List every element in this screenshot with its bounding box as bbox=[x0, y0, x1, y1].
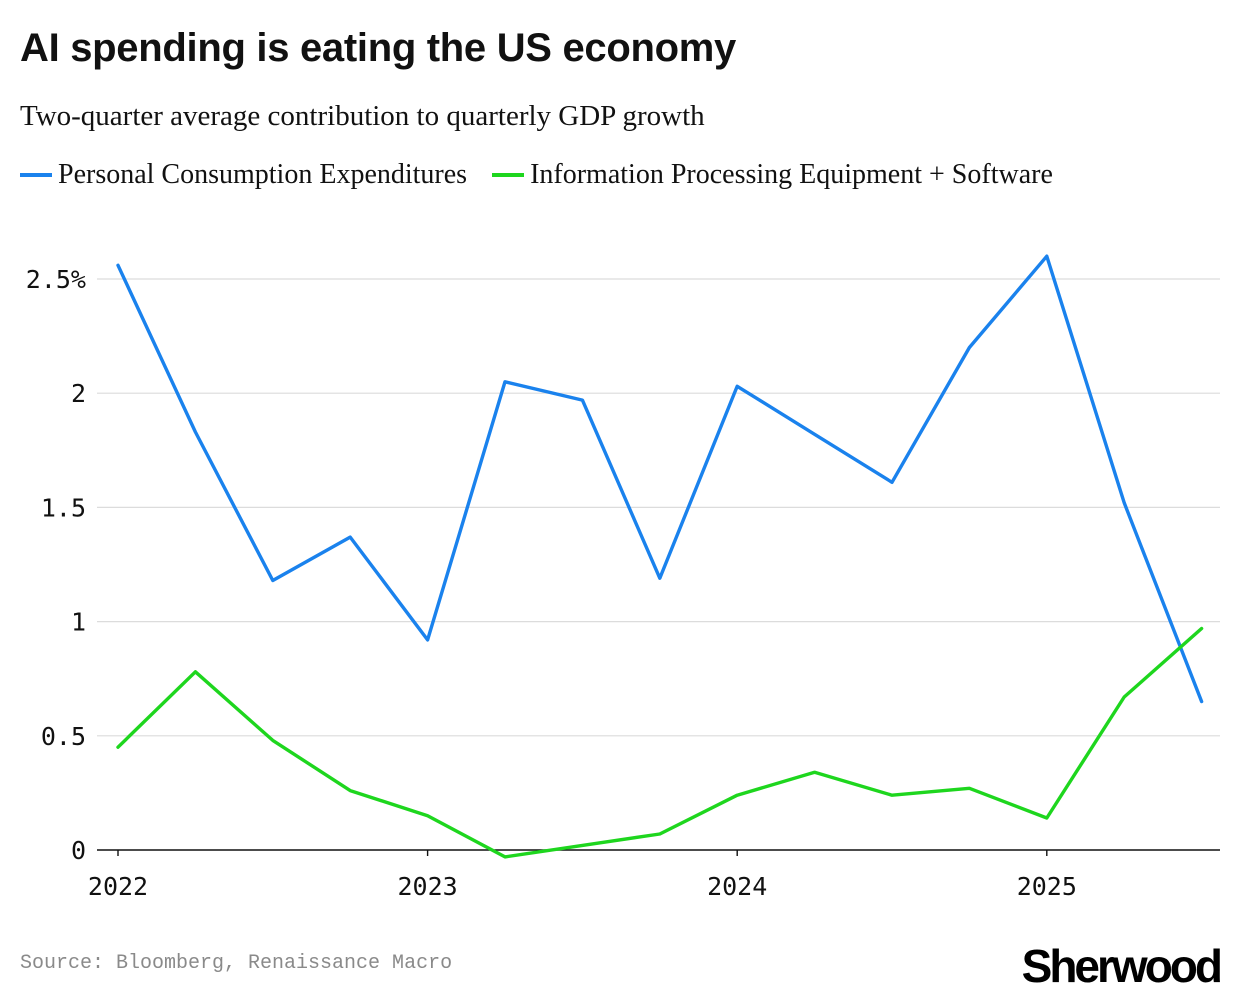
legend-item-pce: Personal Consumption Expenditures bbox=[20, 159, 467, 190]
grid-layer bbox=[97, 278, 1220, 851]
y-tick-label: 0.5 bbox=[41, 722, 86, 751]
x-tick-label: 2024 bbox=[707, 872, 767, 901]
series-layer bbox=[116, 254, 1204, 859]
chart-subtitle: Two-quarter average contribution to quar… bbox=[20, 100, 705, 132]
y-tick-label: 0 bbox=[71, 836, 86, 865]
x-tick-label: 2025 bbox=[1017, 872, 1077, 901]
series-line-pce bbox=[116, 254, 1204, 704]
chart-legend: Personal Consumption Expenditures Inform… bbox=[20, 154, 1140, 196]
brand-logo: Sherwood bbox=[1021, 940, 1223, 992]
y-tick-label: 1.5 bbox=[41, 493, 86, 522]
legend-label-ipe: Information Processing Equipment + Softw… bbox=[530, 159, 1053, 190]
y-axis-ticks: 2.5% 2 1.5 1 0.5 0 bbox=[26, 265, 86, 865]
source-note: Source: Bloomberg, Renaissance Macro bbox=[20, 952, 453, 975]
x-tick-label: 2023 bbox=[397, 872, 457, 901]
line-chart: 2.5% 2 1.5 1 0.5 0 2022 2023 2024 2025 bbox=[26, 254, 1220, 901]
y-tick-label: 1 bbox=[71, 608, 86, 637]
series-line-ipe bbox=[116, 626, 1204, 859]
x-axis-ticks: 2022 2023 2024 2025 bbox=[88, 850, 1077, 901]
legend-label-pce: Personal Consumption Expenditures bbox=[58, 159, 468, 190]
y-tick-label: 2 bbox=[71, 379, 86, 408]
legend-swatch-ipe bbox=[492, 172, 525, 177]
legend-swatch-pce bbox=[20, 172, 52, 177]
legend-item-ipe: Information Processing Equipment + Softw… bbox=[492, 159, 1053, 190]
y-tick-label: 2.5% bbox=[26, 265, 86, 294]
x-tick-label: 2022 bbox=[88, 872, 148, 901]
chart-title: AI spending is eating the US economy bbox=[20, 26, 736, 70]
